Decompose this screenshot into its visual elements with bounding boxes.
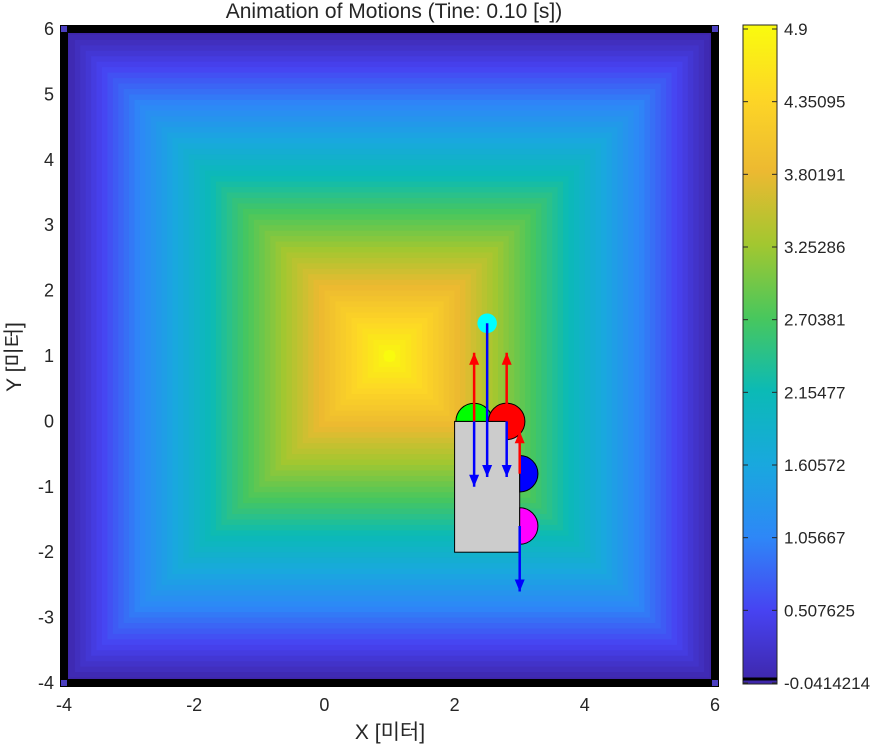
colorbar-tick-label: -0.0414214 <box>784 674 870 693</box>
x-tick-label: 0 <box>319 695 329 715</box>
colorbar-tick-label: 3.80191 <box>784 165 845 184</box>
arrow-red-down <box>501 421 512 477</box>
arrow-head <box>482 464 493 477</box>
corner-marker <box>61 26 67 32</box>
arrow-head <box>469 474 480 487</box>
arrow-cyan-down <box>482 323 493 477</box>
y-tick-label: -2 <box>38 542 54 562</box>
arrow-red-up <box>501 352 512 422</box>
arrow-head <box>501 352 512 365</box>
x-tick-label: -2 <box>186 695 202 715</box>
corner-marker <box>61 680 67 686</box>
arrow-head <box>514 431 525 444</box>
marker-red-half <box>487 402 526 441</box>
arrow-blue-up <box>514 431 525 474</box>
chart-title: Animation of Motions (Tine: 0.10 [s]) <box>226 0 563 23</box>
colorbar-tick-label: 0.507625 <box>784 601 855 620</box>
arrow-magenta-down <box>514 526 525 592</box>
y-axis-ticks: 6 5 4 3 2 1 0 -1 -2 -3 -4 <box>38 19 54 693</box>
colorbar-tick-label: 1.05667 <box>784 529 845 548</box>
field-peak <box>383 350 396 362</box>
arrow-green-down <box>469 421 480 487</box>
corner-markers <box>61 26 718 686</box>
colorbar <box>742 24 778 685</box>
marker-magenta-half <box>519 507 539 545</box>
arrow-green-up <box>469 352 480 422</box>
y-tick-label: 0 <box>44 411 54 431</box>
arrow-head <box>501 464 512 477</box>
colorbar-tick-label: 3.25286 <box>784 238 845 257</box>
corner-marker <box>712 680 718 686</box>
plot-boundary <box>60 25 719 687</box>
y-axis-label: Y [미터] <box>3 322 26 392</box>
x-tick-label: 4 <box>580 695 590 715</box>
colorbar-tick-label: 2.15477 <box>784 383 845 402</box>
y-tick-label: 1 <box>44 346 54 366</box>
y-tick-label: 3 <box>44 215 54 235</box>
colorbar-tick-label: 4.9 <box>784 20 808 39</box>
x-tick-label: 2 <box>450 695 460 715</box>
marker-blue-half <box>519 454 539 493</box>
x-tick-label: 6 <box>710 695 720 715</box>
y-tick-label: -4 <box>38 673 54 693</box>
colorbar-tick-label: 1.60572 <box>784 456 845 475</box>
corner-marker <box>712 26 718 32</box>
y-tick-label: 6 <box>44 19 54 39</box>
arrow-head <box>469 352 480 365</box>
y-tick-label: 2 <box>44 281 54 301</box>
y-tick-label: -3 <box>38 608 54 628</box>
arrow-head <box>514 579 525 592</box>
x-axis-label: X [미터] <box>355 721 425 744</box>
y-tick-label: -1 <box>38 477 54 497</box>
y-tick-label: 4 <box>44 150 54 170</box>
arrow-layer <box>469 323 525 592</box>
x-tick-label: -4 <box>56 695 72 715</box>
colorbar-ticks: 4.9 4.35095 3.80191 3.25286 2.70381 2.15477 1.… <box>743 20 870 693</box>
colorbar-tick-label: 2.70381 <box>784 311 845 330</box>
heatmap-field <box>64 29 715 683</box>
colorbar-tick-label: 4.35095 <box>784 93 845 112</box>
x-axis-ticks: -4 -2 0 2 4 6 <box>56 695 720 715</box>
y-tick-label: 5 <box>44 84 54 104</box>
